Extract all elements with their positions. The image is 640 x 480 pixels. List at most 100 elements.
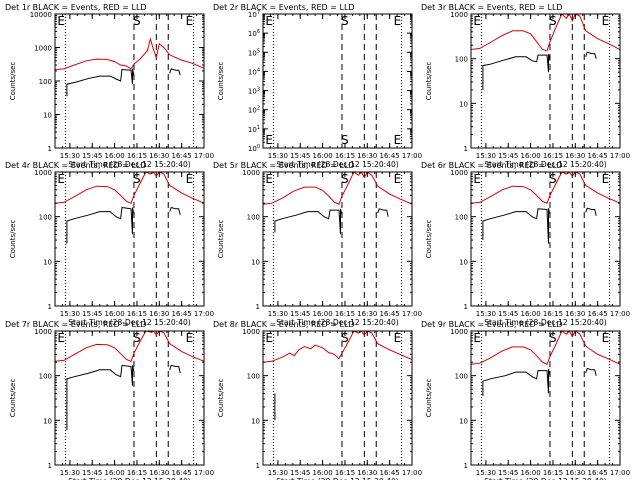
y-tick-label: 10 [43, 258, 52, 266]
marker-label-top: E [186, 14, 194, 28]
marker-label-top: E [265, 172, 273, 186]
x-axis-label: Start Time (28-Dec-12 15:20:40) [484, 160, 606, 169]
series-layer [55, 36, 204, 97]
x-tick-label: 17:00 [402, 469, 422, 477]
marker-label-bottom: E [265, 133, 273, 147]
x-tick-label: 15:45 [82, 310, 102, 318]
marker-label-top: S [549, 331, 557, 345]
x-tick-label: 16:15 [127, 469, 147, 477]
marker-label-top: E [602, 172, 610, 186]
x-tick-label: 17:00 [194, 152, 214, 160]
x-tick-label: 15:45 [290, 469, 310, 477]
events-series-line [66, 364, 135, 431]
y-tick-label: 100 [455, 56, 468, 64]
x-tick-label: 16:45 [380, 310, 400, 318]
chart-title: Det 4r BLACK = Events, RED = LLD [5, 161, 147, 170]
chart-title: Det 6r BLACK = Events, RED = LLD [421, 161, 563, 170]
x-tick-label: 16:30 [149, 310, 169, 318]
lld-series-line [55, 36, 204, 70]
y-tick-label: 107 [248, 10, 260, 19]
x-tick-label: 16:00 [105, 152, 125, 160]
y-axis-label: Counts/sec [217, 62, 225, 101]
x-tick-label: 16:00 [105, 310, 125, 318]
x-tick-label: 15:30 [268, 152, 288, 160]
chart-title: Det 7r BLACK = Events, RED = LLD [5, 320, 147, 329]
chart-title: Det 3r BLACK = Events, RED = LLD [421, 3, 563, 12]
y-tick-label: 10 [459, 417, 468, 425]
x-tick-label: 16:30 [357, 469, 377, 477]
events-series-line [66, 206, 135, 244]
chart-panel-6: Det 6r BLACK = Events, RED = LLD E S E 1 10 10… [421, 161, 630, 327]
marker-label-bottom: S [341, 133, 349, 147]
y-tick-exponent: 1 [257, 125, 260, 131]
y-tick-label: 1 [464, 145, 468, 153]
x-tick-label: 17:00 [610, 310, 630, 318]
series-layer [55, 331, 204, 431]
x-tick-label: 16:30 [357, 310, 377, 318]
y-axis-label: Counts/sec [217, 379, 225, 418]
lld-series-line [471, 14, 620, 52]
marker-label-top: E [394, 331, 402, 345]
marker-label-top: S [341, 14, 349, 28]
x-tick-label: 16:45 [588, 152, 608, 160]
y-tick-label: 10 [43, 112, 52, 120]
x-axis-label: Start Time (28-Dec-12 15:20:40) [68, 160, 190, 169]
marker-label-top: E [473, 331, 481, 345]
lld-series-line [471, 172, 620, 204]
x-tick-label: 16:45 [172, 152, 192, 160]
y-tick-exponent: 6 [257, 29, 260, 35]
x-tick-label: 16:15 [543, 310, 563, 318]
x-tick-label: 17:00 [610, 152, 630, 160]
events-series-line [377, 208, 389, 217]
x-tick-label: 15:30 [268, 310, 288, 318]
y-tick-label: 104 [248, 67, 260, 76]
x-tick-label: 16:30 [565, 469, 585, 477]
y-tick-label: 102 [248, 106, 260, 115]
x-tick-label: 16:15 [543, 469, 563, 477]
marker-label-top: E [265, 331, 273, 345]
x-tick-label: 16:45 [380, 469, 400, 477]
chart-panel-8: Det 8r BLACK = Events, RED = LLD E S E 1 10 10… [213, 320, 422, 480]
x-tick-label: 16:00 [313, 152, 333, 160]
y-tick-label: 10000 [30, 11, 52, 19]
y-tick-label: 100 [39, 214, 52, 222]
x-tick-label: 16:00 [313, 310, 333, 318]
y-tick-exponent: 0 [257, 144, 260, 150]
x-tick-label: 15:45 [290, 310, 310, 318]
y-tick-label: 1 [464, 303, 468, 311]
x-tick-label: 15:45 [498, 310, 518, 318]
x-tick-label: 16:30 [149, 469, 169, 477]
y-tick-label: 100 [455, 373, 468, 381]
plot-frame [262, 330, 413, 466]
y-tick-label: 1000 [34, 45, 52, 53]
y-tick-label: 1000 [34, 169, 52, 177]
y-tick-label: 100 [39, 78, 52, 86]
y-tick-label: 1000 [34, 328, 52, 336]
marker-label-top: E [57, 14, 65, 28]
x-tick-label: 16:45 [172, 469, 192, 477]
y-tick-exponent: 7 [257, 10, 260, 16]
x-tick-label: 16:15 [335, 310, 355, 318]
lld-series-line [263, 172, 412, 205]
x-tick-label: 15:45 [498, 152, 518, 160]
y-tick-base: 10 [248, 11, 257, 19]
y-tick-base: 10 [248, 145, 257, 153]
x-tick-label: 15:45 [82, 152, 102, 160]
marker-label-top: E [265, 14, 273, 28]
lld-series-line [55, 172, 204, 204]
series-layer [471, 331, 620, 396]
marker-label-top: E [602, 331, 610, 345]
y-tick-label: 100 [39, 373, 52, 381]
events-series-line [482, 54, 551, 90]
marker-label-top: E [473, 172, 481, 186]
y-axis-label: Counts/sec [425, 379, 433, 418]
series-layer [263, 172, 412, 235]
x-tick-label: 16:15 [543, 152, 563, 160]
x-tick-label: 16:15 [335, 152, 355, 160]
y-tick-base: 10 [248, 49, 257, 57]
marker-label-top: E [394, 14, 402, 28]
marker-label-top: E [602, 14, 610, 28]
chart-title: Det 2r BLACK = Events, RED = LLD [213, 3, 355, 12]
events-series-line [66, 68, 135, 97]
lld-series-line [263, 331, 412, 363]
